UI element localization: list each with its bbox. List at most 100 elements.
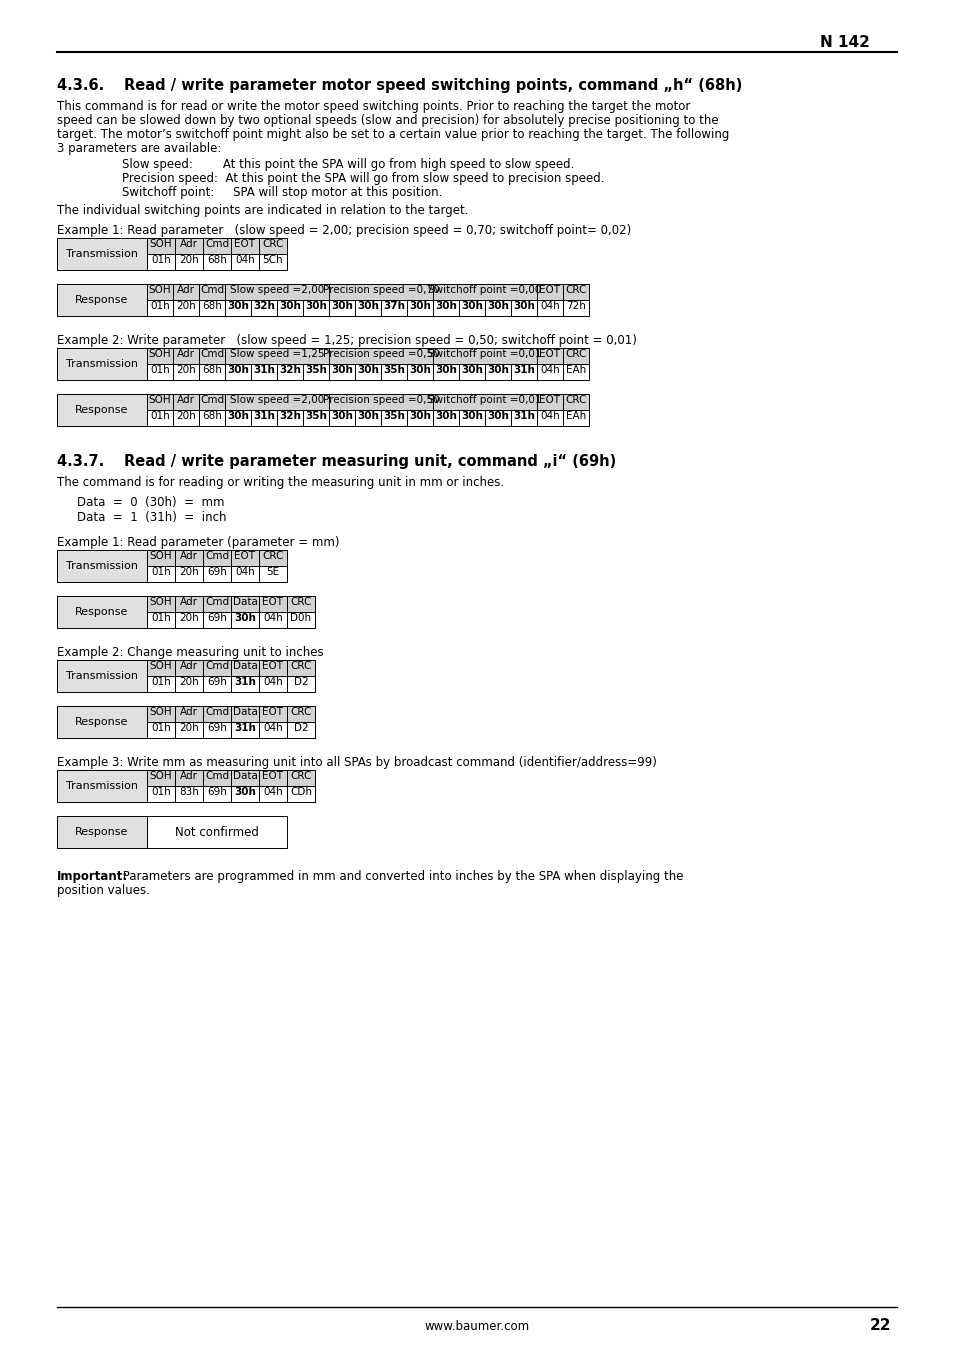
Bar	[57, 770, 147, 802]
Bar	[355, 409, 380, 426]
Bar	[484, 363, 511, 380]
Text: 72h: 72h	[565, 301, 585, 311]
Text: 31h: 31h	[253, 411, 274, 422]
Text: 04h: 04h	[263, 788, 283, 797]
Bar	[258, 770, 287, 786]
Text: Response: Response	[75, 827, 129, 838]
Text: 31h: 31h	[513, 411, 535, 422]
Text: Example 3: Write mm as measuring unit into all SPAs by broadcast command (identi: Example 3: Write mm as measuring unit in…	[57, 757, 657, 769]
Text: Example 2: Change measuring unit to inches: Example 2: Change measuring unit to inch…	[57, 646, 323, 659]
Bar	[355, 363, 380, 380]
Bar	[172, 363, 199, 380]
Text: CRC: CRC	[290, 707, 312, 717]
Text: 30h: 30h	[331, 365, 353, 376]
Bar	[276, 409, 303, 426]
Text: 5E: 5E	[266, 567, 279, 577]
Text: Important:: Important:	[57, 870, 128, 884]
Bar	[147, 707, 174, 721]
Text: Response: Response	[75, 717, 129, 727]
Text: Cmd: Cmd	[205, 597, 229, 607]
Bar	[433, 300, 458, 316]
Text: 01h: 01h	[150, 301, 170, 311]
Bar	[258, 238, 287, 254]
Text: 04h: 04h	[263, 723, 283, 734]
Text: 31h: 31h	[253, 365, 274, 376]
Bar	[329, 394, 433, 409]
Text: Transmission: Transmission	[66, 359, 138, 369]
Text: Slow speed =2,00: Slow speed =2,00	[230, 394, 324, 405]
Text: 30h: 30h	[233, 613, 255, 623]
Text: Transmission: Transmission	[66, 561, 138, 571]
Text: 30h: 30h	[487, 301, 508, 311]
Bar	[147, 566, 174, 582]
Bar	[458, 363, 484, 380]
Text: 31h: 31h	[233, 723, 255, 734]
Text: 04h: 04h	[539, 365, 559, 376]
Text: EOT: EOT	[539, 349, 560, 359]
Text: CRC: CRC	[290, 597, 312, 607]
Text: 30h: 30h	[409, 301, 431, 311]
Bar	[231, 676, 258, 692]
Bar	[380, 363, 407, 380]
Bar	[231, 566, 258, 582]
Bar	[57, 284, 147, 316]
Text: 30h: 30h	[487, 365, 508, 376]
Text: Adr: Adr	[180, 771, 198, 781]
Bar	[174, 661, 203, 676]
Bar	[57, 550, 147, 582]
Bar	[433, 409, 458, 426]
Bar	[203, 596, 231, 612]
Bar	[225, 284, 329, 300]
Bar	[174, 612, 203, 628]
Text: Transmission: Transmission	[66, 249, 138, 259]
Bar	[231, 612, 258, 628]
Text: Cmd: Cmd	[200, 394, 224, 405]
Text: Data: Data	[233, 597, 257, 607]
Text: CRC: CRC	[565, 285, 586, 295]
Bar	[329, 300, 355, 316]
Bar	[433, 363, 458, 380]
Text: speed can be slowed down by two optional speeds (slow and precision) for absolut: speed can be slowed down by two optional…	[57, 113, 718, 127]
Bar	[174, 238, 203, 254]
Text: 01h: 01h	[151, 723, 171, 734]
Bar	[251, 300, 276, 316]
Text: Cmd: Cmd	[200, 285, 224, 295]
Text: Adr: Adr	[177, 285, 194, 295]
Bar	[287, 786, 314, 802]
Bar	[287, 596, 314, 612]
Bar	[203, 786, 231, 802]
Bar	[562, 394, 588, 409]
Text: SOH: SOH	[150, 707, 172, 717]
Bar	[258, 676, 287, 692]
Bar	[147, 254, 174, 270]
Text: 04h: 04h	[539, 301, 559, 311]
Text: 01h: 01h	[151, 788, 171, 797]
Bar	[537, 394, 562, 409]
Bar	[287, 721, 314, 738]
Bar	[174, 770, 203, 786]
Text: N 142: N 142	[820, 35, 869, 50]
Text: EOT: EOT	[262, 597, 283, 607]
Bar	[147, 363, 172, 380]
Text: Adr: Adr	[180, 661, 198, 671]
Text: 20h: 20h	[179, 677, 198, 688]
Text: 01h: 01h	[151, 567, 171, 577]
Bar	[147, 786, 174, 802]
Bar	[562, 363, 588, 380]
Bar	[258, 661, 287, 676]
Text: Data  =  0  (30h)  =  mm: Data = 0 (30h) = mm	[77, 496, 224, 509]
Bar	[147, 409, 172, 426]
Text: Data  =  1  (31h)  =  inch: Data = 1 (31h) = inch	[77, 511, 226, 524]
Bar	[276, 300, 303, 316]
Text: SOH: SOH	[150, 597, 172, 607]
Text: 30h: 30h	[227, 301, 249, 311]
Text: Adr: Adr	[177, 394, 194, 405]
Text: 30h: 30h	[409, 365, 431, 376]
Bar	[225, 300, 251, 316]
Bar	[203, 770, 231, 786]
Text: Slow speed:        At this point the SPA will go from high speed to slow speed.: Slow speed: At this point the SPA will g…	[122, 158, 574, 172]
Text: 35h: 35h	[305, 365, 327, 376]
Bar	[329, 363, 355, 380]
Bar	[258, 707, 287, 721]
Bar	[147, 676, 174, 692]
